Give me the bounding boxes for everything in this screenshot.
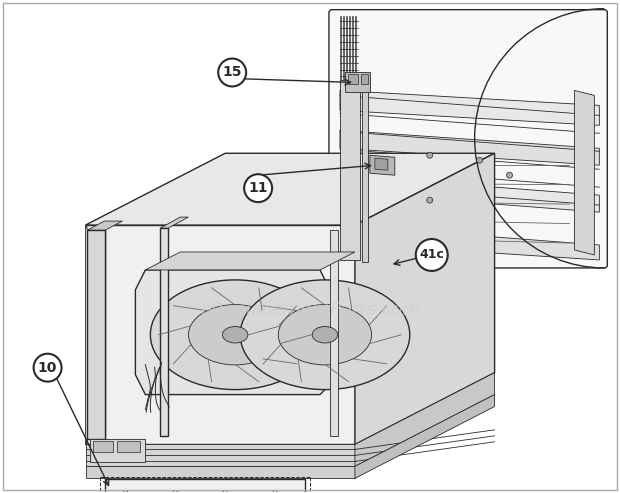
Polygon shape <box>355 373 495 466</box>
Circle shape <box>427 197 433 203</box>
Text: 10: 10 <box>38 361 57 375</box>
Polygon shape <box>145 252 355 270</box>
Polygon shape <box>91 439 145 462</box>
Ellipse shape <box>151 280 320 389</box>
Polygon shape <box>105 479 305 493</box>
Polygon shape <box>161 217 188 228</box>
Polygon shape <box>86 225 87 445</box>
Polygon shape <box>86 466 355 478</box>
Polygon shape <box>94 441 113 453</box>
Text: 15: 15 <box>223 66 242 79</box>
Polygon shape <box>340 90 600 125</box>
Text: eReplacementParts.com: eReplacementParts.com <box>200 301 420 319</box>
Polygon shape <box>87 230 105 439</box>
Polygon shape <box>86 153 495 225</box>
Polygon shape <box>161 228 168 436</box>
Polygon shape <box>340 80 360 260</box>
Polygon shape <box>370 155 395 175</box>
Polygon shape <box>348 74 358 84</box>
Polygon shape <box>86 445 355 466</box>
Polygon shape <box>117 441 140 453</box>
Ellipse shape <box>278 305 371 365</box>
Polygon shape <box>135 270 330 394</box>
Ellipse shape <box>188 305 282 365</box>
Ellipse shape <box>312 326 338 343</box>
Polygon shape <box>86 373 495 445</box>
Text: 41c: 41c <box>419 248 444 261</box>
Ellipse shape <box>240 280 410 389</box>
Polygon shape <box>361 74 368 84</box>
Circle shape <box>427 152 433 158</box>
Polygon shape <box>574 90 595 255</box>
Polygon shape <box>355 153 495 445</box>
Circle shape <box>244 174 272 202</box>
FancyBboxPatch shape <box>329 10 608 268</box>
Polygon shape <box>355 394 495 478</box>
Polygon shape <box>340 175 600 212</box>
Polygon shape <box>340 130 600 165</box>
Circle shape <box>33 353 61 382</box>
Circle shape <box>416 239 448 271</box>
Circle shape <box>477 157 482 163</box>
Polygon shape <box>87 221 122 230</box>
Polygon shape <box>345 72 370 92</box>
Polygon shape <box>340 225 600 260</box>
Polygon shape <box>330 230 338 436</box>
Polygon shape <box>86 225 355 445</box>
Polygon shape <box>375 158 388 170</box>
Text: 11: 11 <box>249 181 268 195</box>
Ellipse shape <box>223 326 248 343</box>
Polygon shape <box>362 80 368 262</box>
Circle shape <box>218 59 246 86</box>
Circle shape <box>507 172 513 178</box>
